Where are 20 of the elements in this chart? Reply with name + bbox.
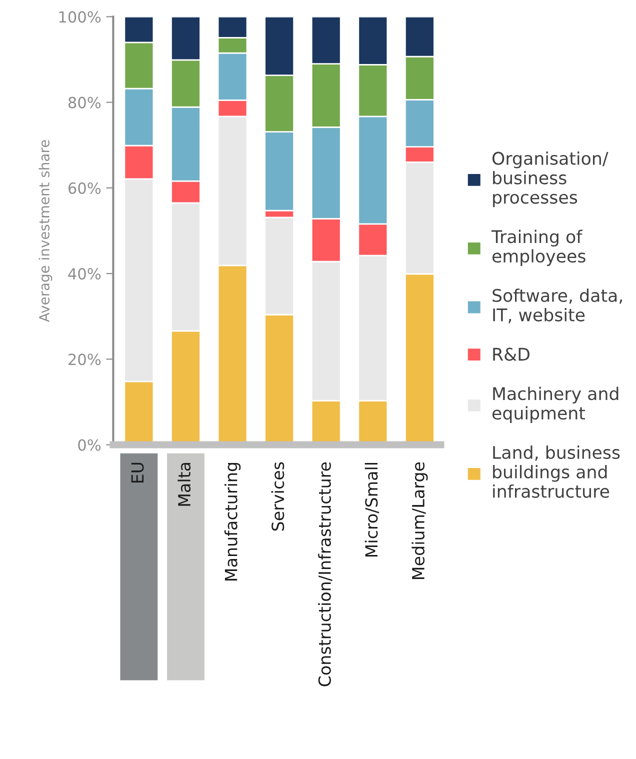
x-tick-label: Manufacturing [224, 462, 241, 580]
x-tick-label: Services [271, 462, 284, 531]
x-tick-label: Medium/Large [412, 462, 428, 579]
legend-label: Training of employees [491, 230, 586, 266]
x-tick-label: Micro/Small [364, 463, 380, 557]
y-tick-label: 80% [68, 96, 101, 108]
y-tick-label: 20% [68, 354, 101, 366]
legend-label: Software, data, IT, website [492, 288, 622, 324]
x-tick-label: Malta [178, 462, 191, 506]
legend-label: Land, business buildings and infrastructure [493, 446, 620, 498]
y-tick-label: 40% [68, 268, 101, 280]
x-tick-label: Construction/Infrastructure [318, 462, 332, 686]
y-tick-label: 100% [59, 11, 101, 23]
y-tick-label: 0% [78, 439, 101, 451]
legend-label: R&D [493, 348, 530, 361]
legend-label: Machinery and equipment [492, 386, 618, 423]
y-tick-label: 60% [68, 182, 101, 194]
legend-label: Organisation/ business processes [492, 151, 608, 208]
x-tick-label: EU [131, 462, 144, 483]
y-axis-title: Average investment share [38, 140, 52, 322]
